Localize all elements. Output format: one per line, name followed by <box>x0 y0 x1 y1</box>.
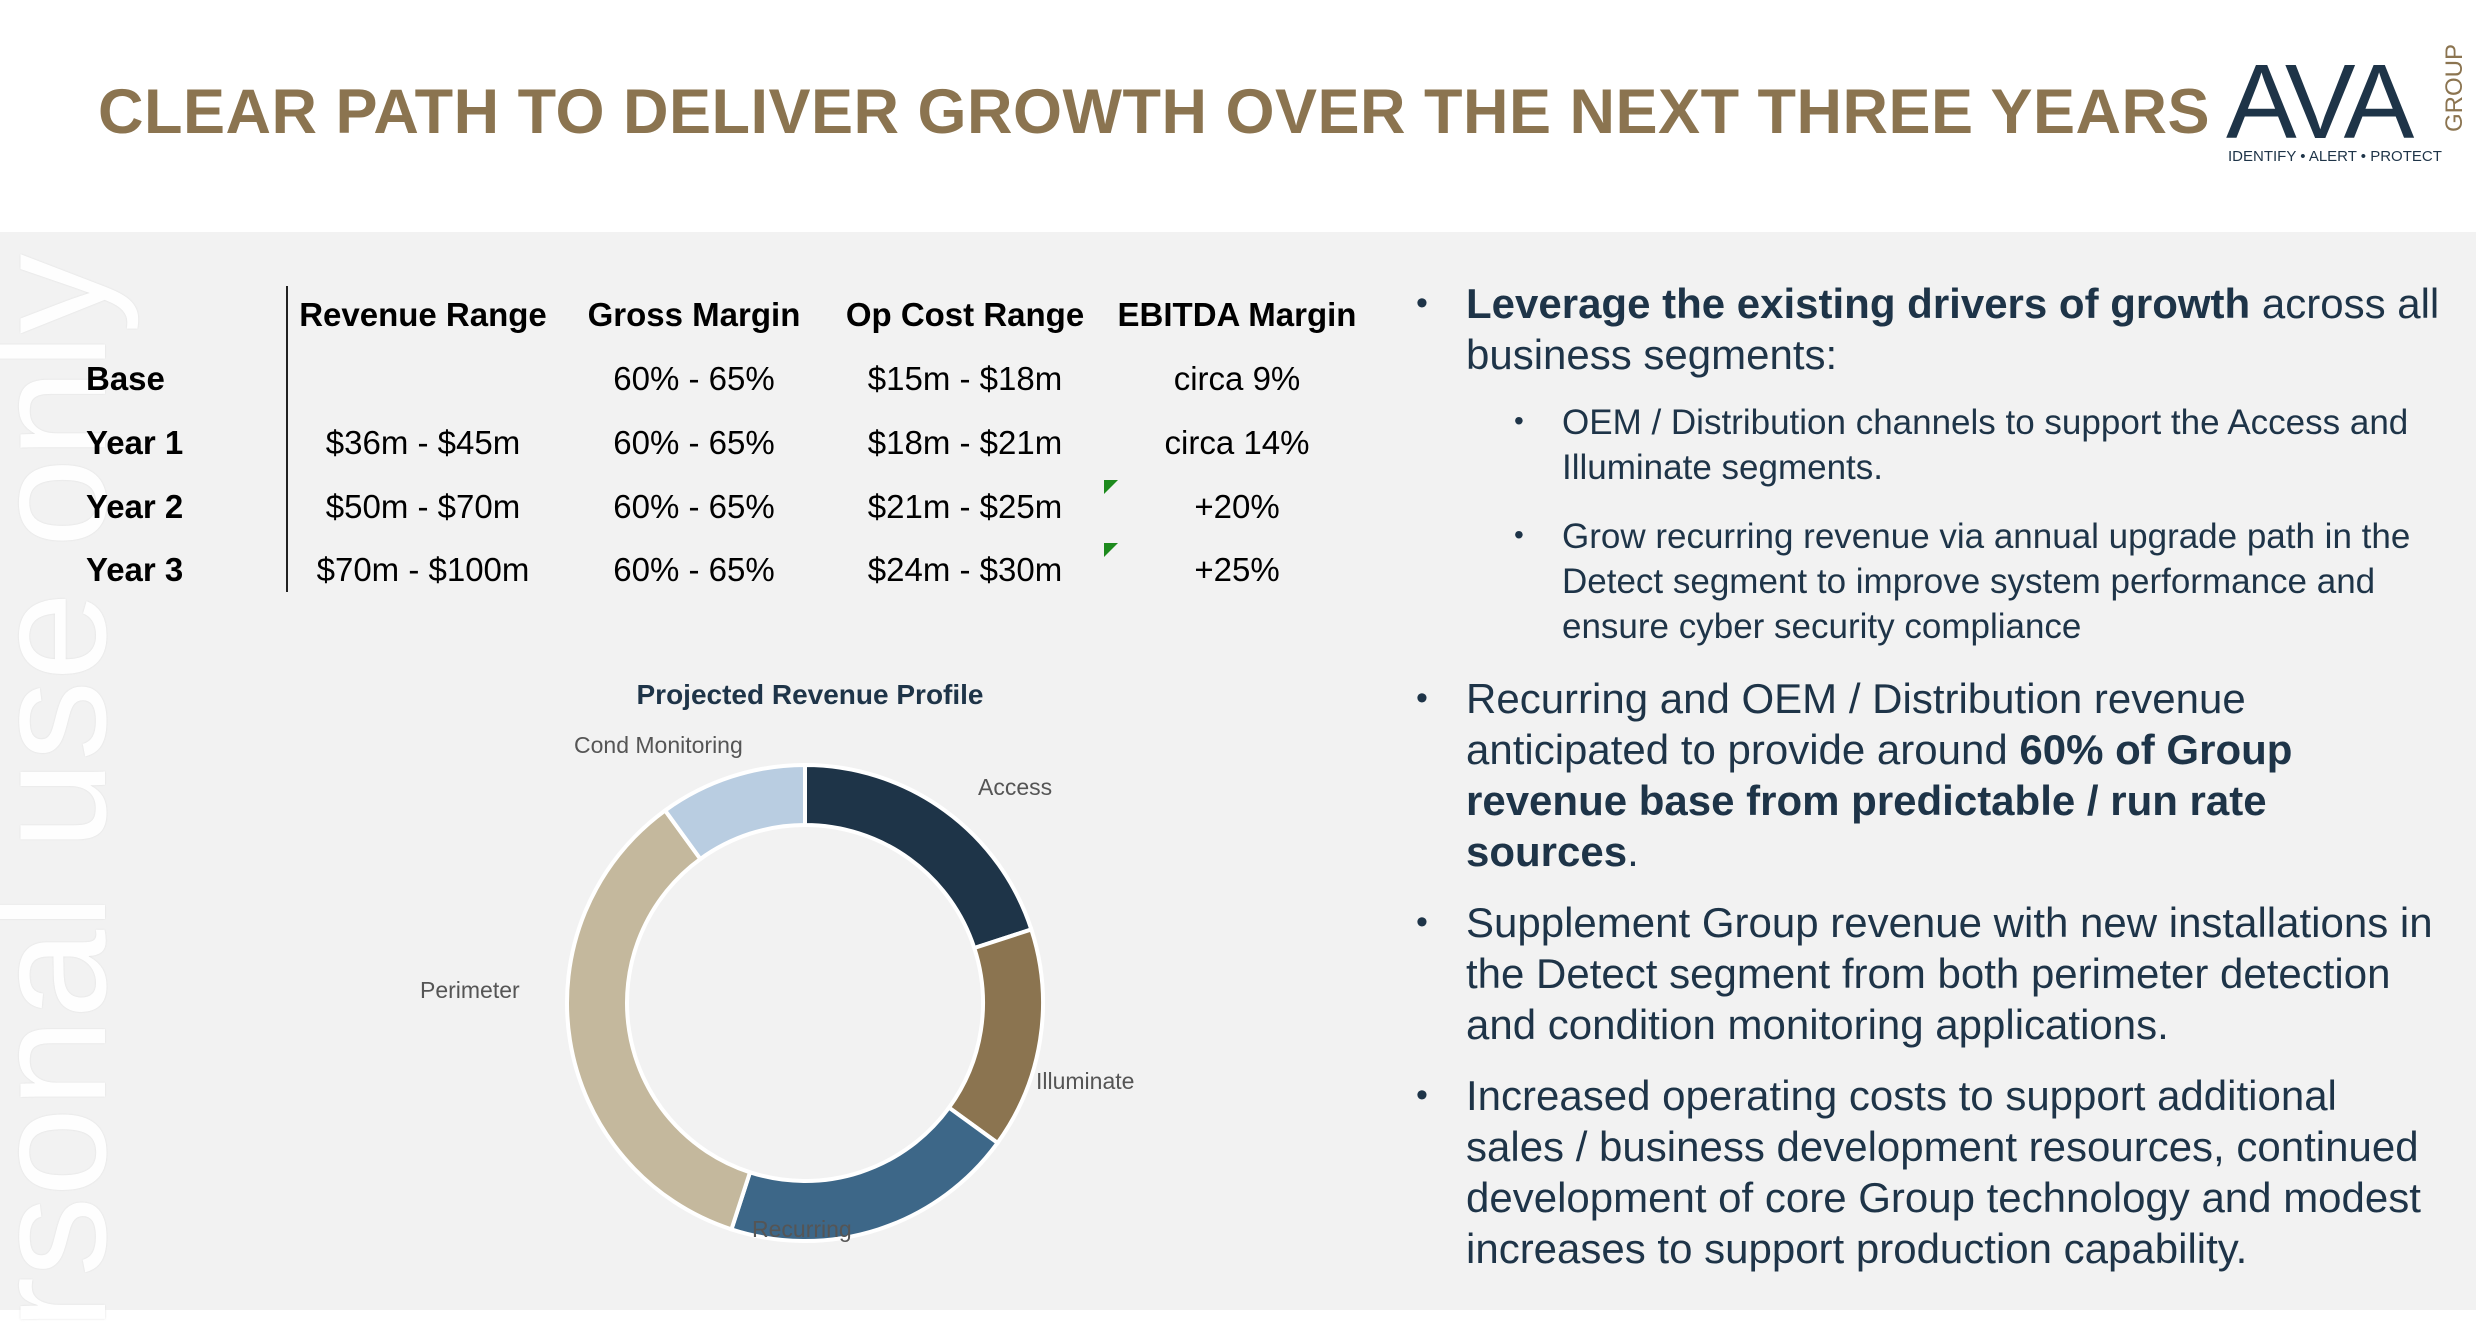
cell-opcost: $21m - $25m <box>867 488 1063 525</box>
cell-ebitda: circa 9% <box>1173 360 1301 397</box>
cell-opcost: $15m - $18m <box>867 360 1063 397</box>
cell-gross: 60% - 65% <box>613 424 775 461</box>
slice-label-cond-monitoring: Cond Monitoring <box>574 732 743 758</box>
bullet-text: across all business segments: <box>1466 280 2440 378</box>
comment-flag-icon <box>1104 543 1118 557</box>
cell-gross: 60% - 65% <box>613 488 775 525</box>
comment-flag-icon <box>1104 480 1118 494</box>
cell-gross: 60% - 65% <box>613 551 775 588</box>
watermark: rsonal use only <box>0 253 139 1330</box>
row-label: Year 1 <box>86 424 184 461</box>
bullet-text: Recurring and OEM / Distribution revenue… <box>1466 675 2246 773</box>
cell-revenue: $50m - $70m <box>325 488 521 525</box>
ava-logo-icon: AVA GROUP IDENTIFY • ALERT • PROTECT <box>2226 43 2468 165</box>
row-label: Base <box>86 360 165 397</box>
svg-text:IDENTIFY • ALERT • PROTECT: IDENTIFY • ALERT • PROTECT <box>2228 148 2442 165</box>
cell-revenue: $36m - $45m <box>325 424 521 461</box>
slice-label-illuminate: Illuminate <box>1036 1068 1135 1094</box>
sub-bullet-oem: OEM / Distribution channels to support t… <box>1416 398 2446 490</box>
cell-revenue: $70m - $100m <box>316 551 530 588</box>
cell-ebitda: +20% <box>1194 488 1280 525</box>
header-op-cost-range: Op Cost Range <box>845 296 1085 333</box>
bullet-drivers-of-growth: Leverage the existing drivers of growth … <box>1416 278 2446 380</box>
header-gross-margin: Gross Margin <box>587 296 801 333</box>
header-revenue-range: Revenue Range <box>299 296 547 333</box>
svg-text:AVA: AVA <box>2226 43 2415 161</box>
bullet-bold-text: Leverage the existing drivers of growth <box>1466 280 2251 327</box>
cell-opcost: $24m - $30m <box>867 551 1063 588</box>
bullet-operating-costs: Increased operating costs to support add… <box>1416 1070 2446 1274</box>
bullet-recurring-oem: Recurring and OEM / Distribution revenue… <box>1416 673 2446 877</box>
row-label: Year 3 <box>86 551 184 588</box>
chart-title: Projected Revenue Profile <box>636 679 984 710</box>
slice-label-perimeter: Perimeter <box>420 977 520 1003</box>
header-ebitda-margin: EBITDA Margin <box>1117 296 1357 333</box>
sub-bullet-recurring: Grow recurring revenue via annual upgrad… <box>1416 512 2446 649</box>
svg-text:GROUP: GROUP <box>2441 44 2468 132</box>
slice-label-access: Access <box>978 774 1053 800</box>
slice-label-recurring: Recurring <box>752 1216 852 1242</box>
bullet-bold-text: 60% of Group revenue base from predictab… <box>1466 726 2293 875</box>
key-points: Leverage the existing drivers of growth … <box>1416 278 2446 1294</box>
page-title: CLEAR PATH TO DELIVER GROWTH OVER THE NE… <box>98 77 2210 147</box>
cell-ebitda: circa 14% <box>1164 424 1310 461</box>
bullet-text: . <box>1627 828 1639 875</box>
bullet-supplement-revenue: Supplement Group revenue with new instal… <box>1416 897 2446 1050</box>
row-label: Year 2 <box>86 488 184 525</box>
table-divider <box>286 286 288 592</box>
cell-opcost: $18m - $21m <box>867 424 1063 461</box>
cell-ebitda: +25% <box>1194 551 1280 588</box>
company-logo: AVA GROUP IDENTIFY • ALERT • PROTECT <box>2226 30 2471 170</box>
cell-gross: 60% - 65% <box>613 360 775 397</box>
